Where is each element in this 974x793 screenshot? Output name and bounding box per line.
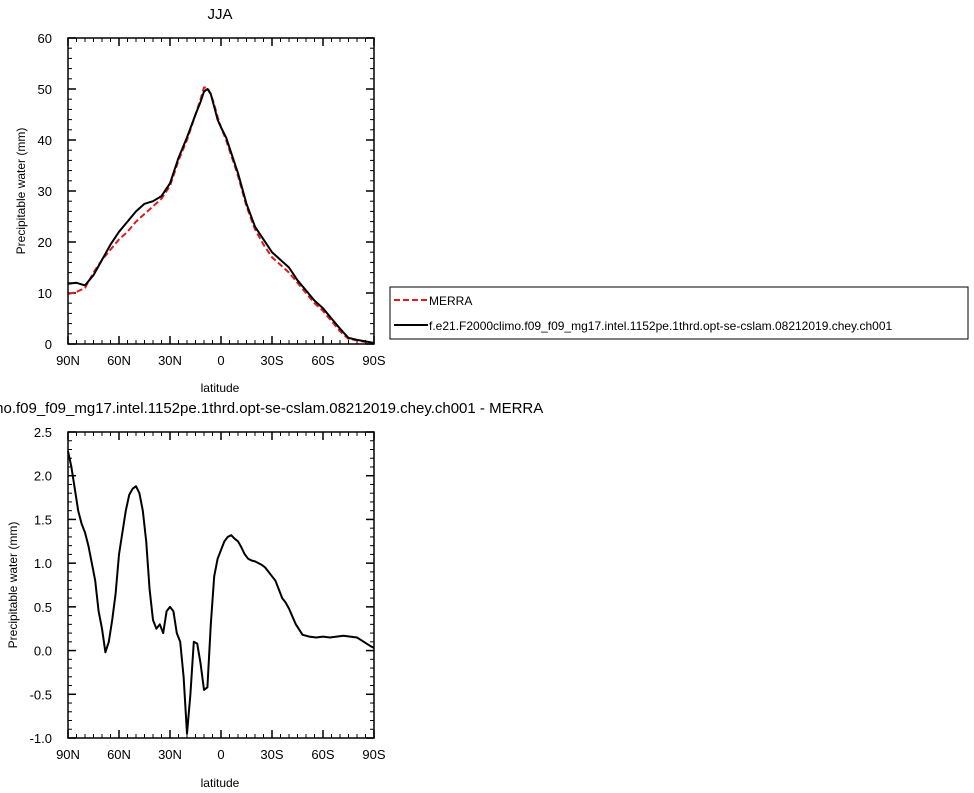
top-y-tick-label: 30 — [38, 184, 52, 199]
bottom-x-tick-label: 60N — [107, 747, 131, 762]
bottom-y-tick-label: 1.5 — [34, 512, 52, 527]
top-y-tick-label: 10 — [38, 286, 52, 301]
bottom-axis-ticks: 90N 60N 30N 0 30S 60S 90S -1.0 -0.5 0.0 0.5 1.0 1.5 2… — [30, 425, 386, 762]
bottom-x-tick-label: 90N — [56, 747, 80, 762]
top-y-tick-label: 0 — [45, 337, 52, 352]
top-y-tick-label: 50 — [38, 82, 52, 97]
bottom-plot-frame — [67, 431, 375, 739]
top-axis-ticks: 90N 60N 30N 0 30S 60S 90S 0 10 20 30 40 50 60 — [38, 31, 386, 368]
bottom-series-lines — [67, 450, 375, 735]
bottom-y-axis-label: Precipitable water (mm) — [6, 522, 20, 649]
top-y-axis-label: Precipitable water (mm) — [14, 128, 28, 255]
top-x-tick-label: 0 — [217, 353, 224, 368]
bottom-y-tick-label: 2.5 — [34, 425, 52, 440]
bottom-x-axis-label: latitude — [201, 776, 240, 790]
bottom-x-tick-label: 0 — [217, 747, 224, 762]
top-x-tick-label: 90S — [362, 353, 385, 368]
bottom-y-tick-label: -0.5 — [30, 687, 52, 702]
legend: MERRA f.e21.F2000climo.f09_f09_mg17.inte… — [389, 286, 969, 340]
bottom-y-tick-label: 0.5 — [34, 600, 52, 615]
top-plot-frame — [67, 37, 375, 345]
bottom-x-tick-label: 60S — [311, 747, 334, 762]
bottom-y-tick-label: -1.0 — [30, 731, 52, 746]
top-y-tick-label: 60 — [38, 31, 52, 46]
top-x-axis-label: latitude — [201, 381, 240, 395]
legend-box — [389, 286, 969, 340]
top-y-tick-label: 40 — [38, 133, 52, 148]
top-x-tick-label: 60S — [311, 353, 334, 368]
bottom-y-tick-label: 1.0 — [34, 556, 52, 571]
legend-label-model: f.e21.F2000climo.f09_f09_mg17.intel.1152… — [429, 319, 893, 333]
bottom-panel: f.e21.F2000climo.f09_f09_mg17.intel.1152… — [0, 400, 543, 790]
top-panel: JJA Precipitable water (mm) latitude 90N… — [14, 6, 386, 395]
bottom-x-tick-label: 90S — [362, 747, 385, 762]
bottom-x-tick-label: 30N — [158, 747, 182, 762]
top-x-tick-label: 30N — [158, 353, 182, 368]
legend-label-merra: MERRA — [429, 294, 472, 308]
bottom-x-tick-label: 30S — [260, 747, 283, 762]
top-chart-title: JJA — [207, 6, 232, 23]
bottom-y-tick-label: 0.0 — [34, 644, 52, 659]
top-x-tick-label: 30S — [260, 353, 283, 368]
bottom-chart-title: f.e21.F2000climo.f09_f09_mg17.intel.1152… — [0, 400, 543, 417]
top-x-tick-label: 60N — [107, 353, 131, 368]
bottom-y-tick-label: 2.0 — [34, 469, 52, 484]
top-series-line-1 — [67, 88, 375, 344]
top-y-tick-label: 20 — [38, 235, 52, 250]
top-series-lines — [67, 86, 375, 344]
top-x-tick-label: 90N — [56, 353, 80, 368]
bottom-series-line-0 — [67, 450, 375, 735]
